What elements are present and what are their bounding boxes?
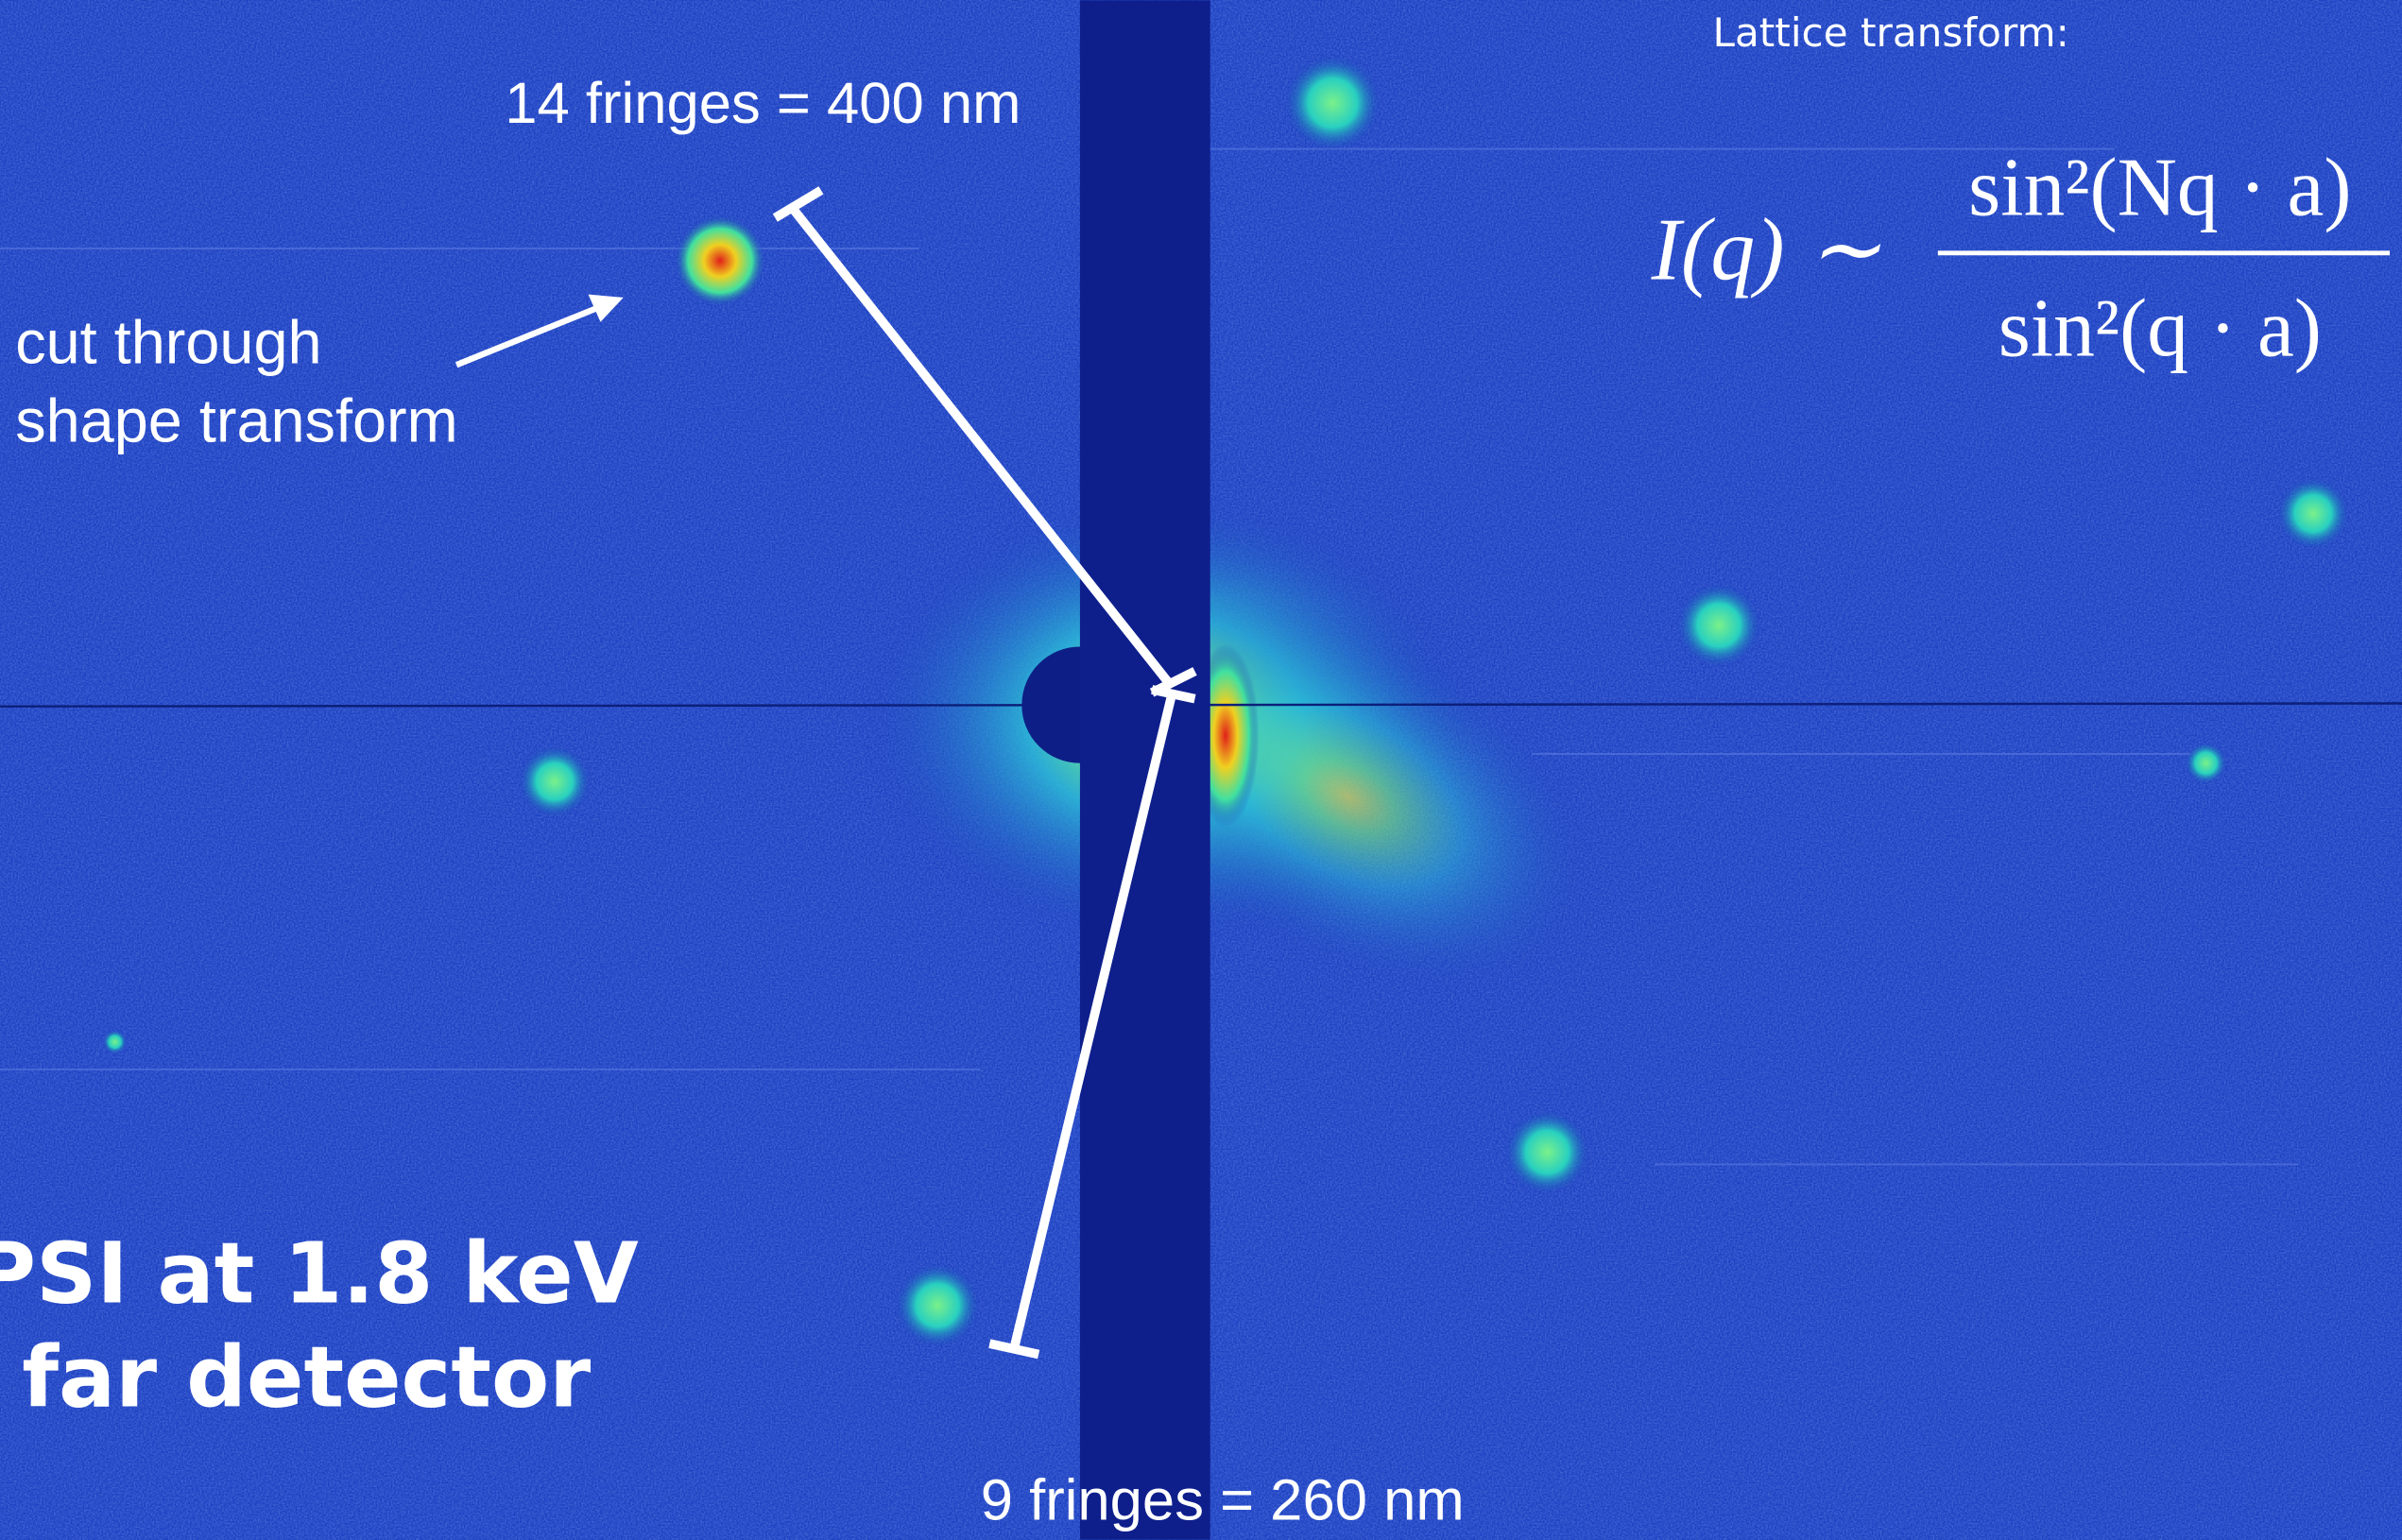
top-measure-label: 14 fringes = 400 nm: [505, 71, 1021, 136]
spot: [103, 1030, 128, 1054]
spot: [2276, 477, 2350, 551]
spot: [1504, 1109, 1590, 1195]
page: 14 fringes = 400 nm cut through shape tr…: [0, 0, 2402, 1540]
formula-numerator: sin²(Nq · a): [1968, 141, 2351, 232]
spot: [895, 1262, 981, 1348]
caption-line: far detector: [22, 1329, 591, 1428]
spot: [674, 214, 765, 306]
spot: [1284, 54, 1382, 152]
arrow-label: cut through: [15, 308, 321, 377]
bottom-measure-label: 9 fringes = 260 nm: [981, 1468, 1465, 1533]
diffraction-figure: 14 fringes = 400 nm cut through shape tr…: [0, 0, 2402, 1540]
spot: [1676, 582, 1762, 668]
arrow-label: shape transform: [15, 385, 457, 454]
spot: [2185, 742, 2227, 784]
caption-line: PSI at 1.8 keV: [0, 1224, 639, 1323]
spot: [518, 744, 592, 818]
detector-gap: [1080, 0, 1210, 1539]
formula-lhs: I(q) ∼: [1651, 200, 1881, 299]
formula-denominator: sin²(q · a): [1999, 282, 2322, 373]
formula-title: Lattice transform:: [1712, 9, 2068, 56]
